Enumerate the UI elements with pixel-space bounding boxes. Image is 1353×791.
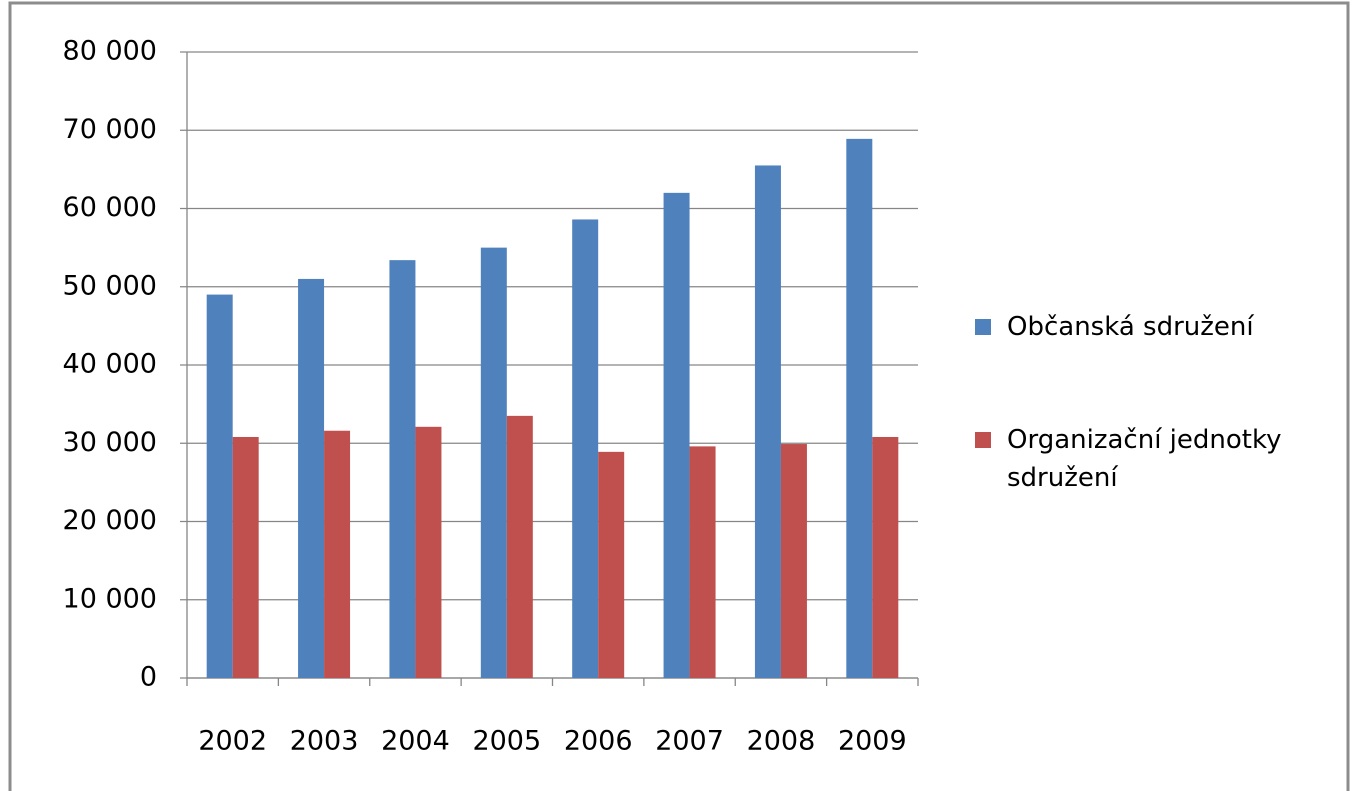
x-tick-label: 2005: [472, 726, 541, 757]
y-tick-label: 80 000: [63, 36, 157, 67]
legend-swatch: [975, 319, 991, 335]
legend-label: Občanská sdružení: [1007, 312, 1254, 342]
bar: [324, 430, 351, 678]
bar: [780, 444, 807, 678]
y-tick-label: 60 000: [63, 192, 157, 223]
y-tick-label: 40 000: [63, 349, 157, 380]
bar: [415, 426, 442, 678]
x-tick-label: 2009: [838, 726, 907, 757]
bar: [298, 278, 325, 678]
x-tick-label: 2004: [381, 726, 450, 757]
legend-swatch: [975, 432, 991, 448]
bar: [846, 138, 873, 679]
bar: [480, 247, 507, 678]
y-tick-label: 20 000: [63, 505, 157, 536]
y-tick-label: 70 000: [63, 114, 157, 145]
bar: [872, 436, 899, 678]
bar: [206, 294, 233, 678]
y-tick-label: 0: [140, 662, 157, 693]
bar: [572, 219, 599, 678]
legend-label: Organizační jednotky sdružení: [1007, 425, 1282, 493]
bar: [506, 415, 533, 678]
y-tick-label: 30 000: [63, 427, 157, 458]
x-tick-label: 2006: [564, 726, 633, 757]
bar: [389, 260, 416, 678]
x-tick-label: 2002: [198, 726, 267, 757]
x-tick-label: 2003: [290, 726, 359, 757]
bar: [598, 451, 625, 678]
bar: [754, 165, 781, 678]
bar: [663, 192, 690, 678]
y-tick-label: 50 000: [63, 270, 157, 301]
x-tick-label: 2008: [747, 726, 816, 757]
bar: [689, 446, 716, 678]
bar: [232, 436, 259, 678]
x-tick-label: 2007: [655, 726, 724, 757]
y-tick-label: 10 000: [63, 583, 157, 614]
